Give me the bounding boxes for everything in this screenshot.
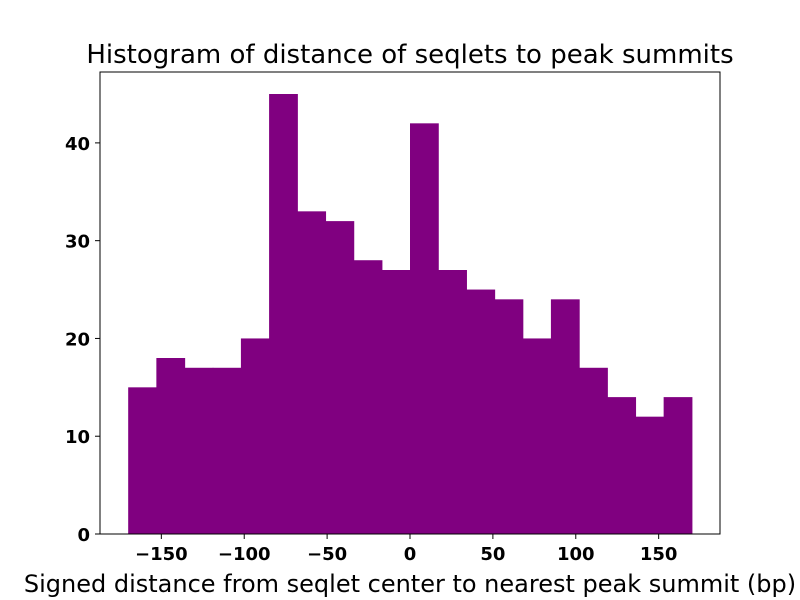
y-axis: 0 10 20 30 40 — [65, 134, 100, 546]
x-tick-label: −150 — [135, 544, 188, 565]
x-tick-label: 100 — [557, 544, 595, 565]
y-tick-label: 0 — [77, 525, 90, 546]
histogram-bar — [522, 338, 552, 534]
x-tick-label: 50 — [480, 544, 505, 565]
histogram-bar — [607, 397, 637, 534]
histogram-bar — [240, 338, 270, 534]
x-tick-label: 150 — [640, 544, 678, 565]
histogram-bar — [579, 367, 608, 534]
histogram-bar — [269, 94, 298, 534]
histogram-bar — [494, 299, 524, 534]
y-tick-label: 20 — [65, 329, 90, 350]
y-tick-label: 40 — [65, 134, 90, 155]
histogram-bar — [156, 358, 186, 534]
histogram-bars — [128, 94, 693, 535]
x-axis-label: Signed distance from seqlet center to ne… — [24, 570, 796, 598]
histogram-bar — [466, 289, 496, 534]
histogram-bar — [663, 397, 693, 534]
histogram-bar — [410, 123, 439, 534]
histogram-bar — [212, 367, 242, 534]
histogram-bar — [297, 211, 327, 535]
histogram-bar — [353, 260, 383, 534]
y-tick-label: 10 — [65, 427, 90, 448]
histogram-bar — [184, 367, 214, 534]
x-tick-label: −50 — [307, 544, 347, 565]
histogram-bar — [381, 270, 411, 534]
histogram-bar — [550, 299, 580, 534]
histogram-bar — [128, 387, 157, 534]
chart-title: Histogram of distance of seqlets to peak… — [86, 40, 733, 70]
histogram-bar — [325, 221, 355, 534]
histogram-bar — [635, 416, 665, 534]
x-axis: −150 −100 −50 0 50 100 150 — [135, 534, 677, 565]
x-tick-label: −100 — [218, 544, 271, 565]
x-tick-label: 0 — [404, 544, 417, 565]
histogram-bar — [438, 270, 467, 534]
y-tick-label: 30 — [65, 232, 90, 253]
